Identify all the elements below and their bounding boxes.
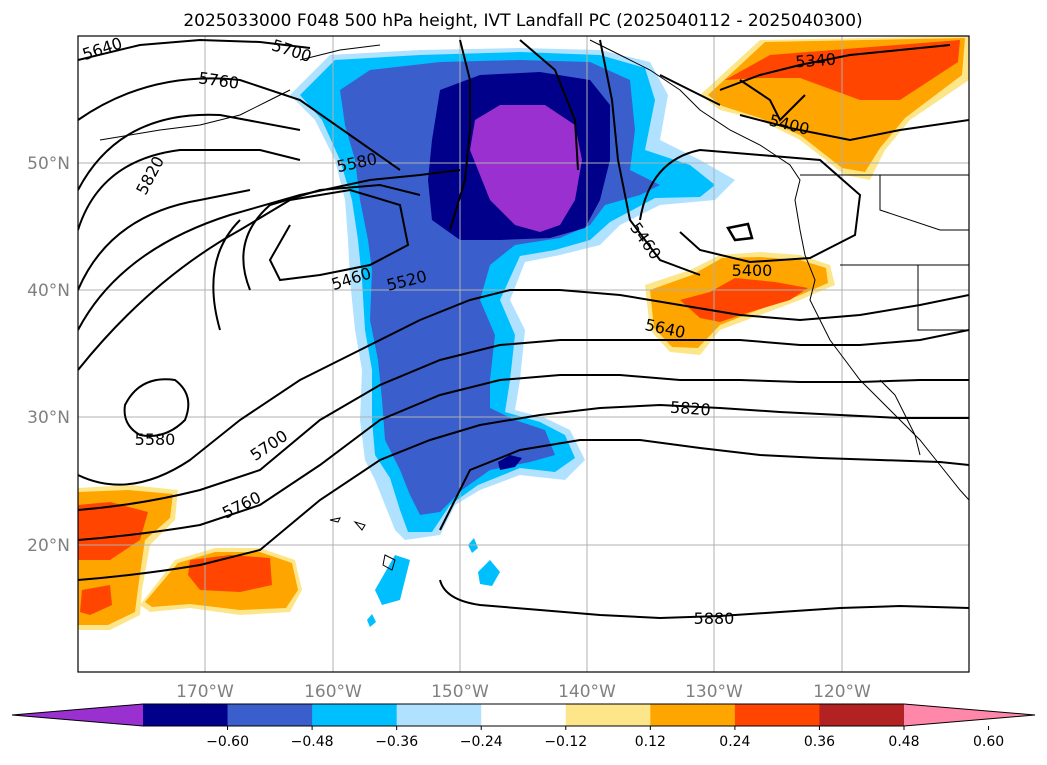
colorbar-tick-label: 0.48 xyxy=(888,734,919,750)
lon-tick: 150°W xyxy=(431,682,489,702)
lon-tick: 170°W xyxy=(176,682,234,702)
height-contours xyxy=(78,38,969,620)
colorbar-segment xyxy=(819,704,905,726)
coastlines xyxy=(99,39,969,571)
lat-tick: 20°N xyxy=(27,536,70,556)
contour-label: 5340 xyxy=(795,50,837,72)
colorbar-tick-label: −0.48 xyxy=(291,734,334,750)
contour-label: 5880 xyxy=(694,609,735,628)
colorbar-tick-label: 0.12 xyxy=(635,734,666,750)
lon-tick-labels: 170°W 160°W 150°W 140°W 130°W 120°W xyxy=(176,682,871,702)
colorbar-tick-label: −0.12 xyxy=(544,734,587,750)
contour-label: 5580 xyxy=(135,430,176,449)
lat-tick-labels: 50°N 40°N 30°N 20°N xyxy=(27,154,70,556)
lon-tick: 130°W xyxy=(685,682,743,702)
lon-tick: 140°W xyxy=(558,682,616,702)
contour-label: 5820 xyxy=(669,398,711,420)
colorbar: −0.60 −0.48 −0.36 −0.24 −0.12 0.12 0.24 0.36 0.4… xyxy=(11,703,1036,750)
lat-tick: 40°N xyxy=(27,281,70,301)
colorbar-outline xyxy=(11,703,1036,727)
map-frame xyxy=(77,35,970,673)
lat-tick: 30°N xyxy=(27,408,70,428)
colorbar-segment xyxy=(312,704,398,726)
lon-tick: 160°W xyxy=(304,682,362,702)
colorbar-tick-label: −0.60 xyxy=(206,734,249,750)
colorbar-tick-label: 0.36 xyxy=(804,734,835,750)
map-panel: 5640 5700 5760 5820 5580 5460 5520 5340 … xyxy=(78,36,969,672)
colorbar-segment xyxy=(481,704,567,726)
colorbar-segment xyxy=(396,704,482,726)
colorbar-extend-max xyxy=(904,704,1035,726)
colorbar-segment xyxy=(734,704,820,726)
lon-tick: 120°W xyxy=(813,682,871,702)
contour-label: 5400 xyxy=(732,261,773,280)
colorbar-tick-label: 0.60 xyxy=(973,734,1004,750)
colorbar-extend-min xyxy=(12,704,143,726)
lat-tick: 50°N xyxy=(27,154,70,174)
colorbar-segment xyxy=(227,704,313,726)
colorbar-segment xyxy=(650,704,736,726)
colorbar-tick-label: −0.24 xyxy=(460,734,503,750)
figure-title: 2025033000 F048 500 hPa height, IVT Land… xyxy=(183,11,862,31)
colorbar-segment xyxy=(143,704,229,726)
colorbar-tick-label: 0.24 xyxy=(719,734,750,750)
colorbar-tick-label: −0.36 xyxy=(375,734,418,750)
colorbar-segment xyxy=(565,704,651,726)
